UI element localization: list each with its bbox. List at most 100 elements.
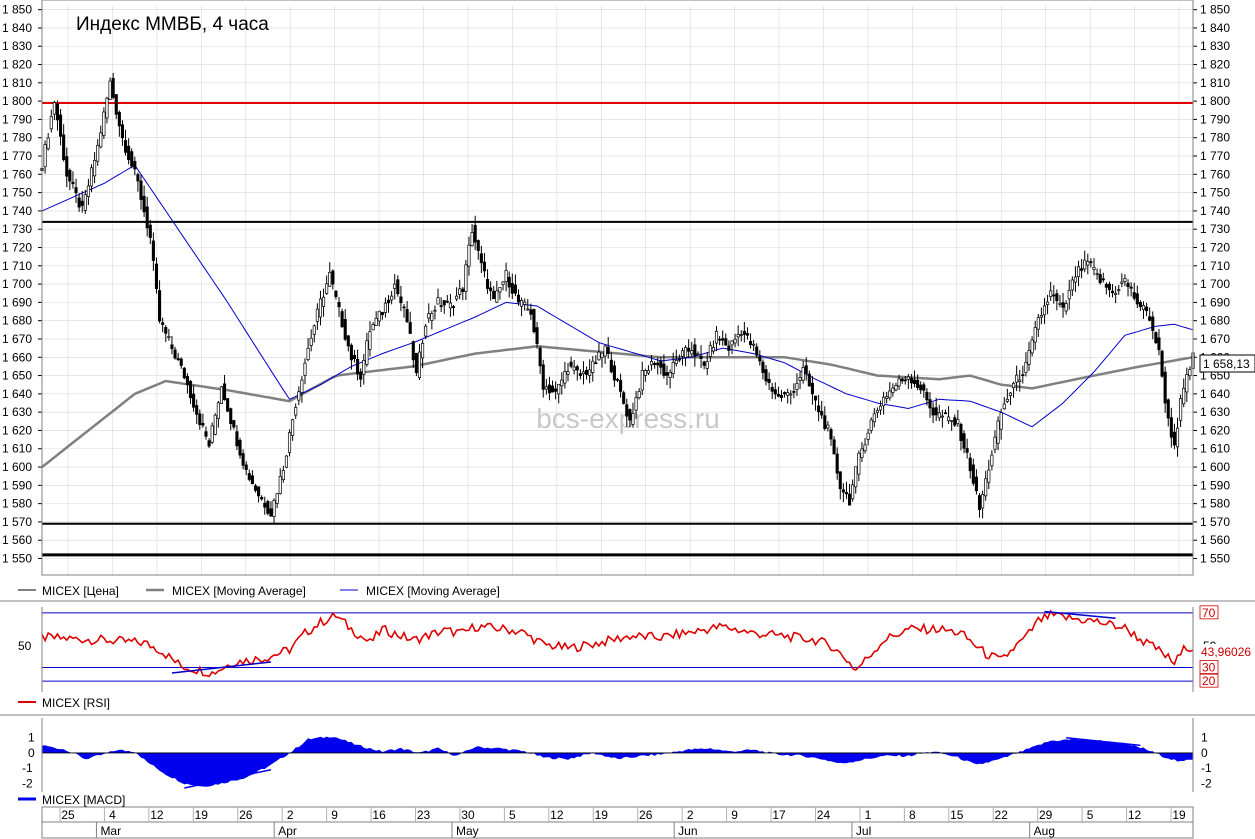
rsi-value-label: 43,96026	[1201, 645, 1251, 659]
candle-body	[93, 160, 97, 177]
x-day-label: 12	[1128, 808, 1142, 822]
rsi-level-label: 70	[1202, 606, 1216, 620]
candle-body	[739, 334, 743, 336]
candle-body	[1141, 305, 1146, 310]
candle-body	[798, 377, 802, 381]
candle-body	[89, 167, 94, 187]
x-day-label: 2	[287, 808, 294, 822]
candle-body	[303, 362, 307, 376]
candle-body	[315, 308, 319, 322]
candle-body	[393, 283, 397, 289]
price-tick-label-left: 1 770	[2, 149, 32, 163]
candle-body	[622, 392, 626, 404]
candle-body	[597, 351, 601, 361]
candle-body	[151, 240, 155, 261]
candle-body	[801, 367, 805, 381]
candle-body	[275, 493, 279, 504]
candle-body	[1135, 293, 1139, 305]
candle-body	[114, 94, 118, 115]
candle-body	[154, 263, 159, 289]
candle-body	[250, 475, 254, 485]
candle-body	[538, 347, 542, 367]
candle-body	[482, 261, 487, 272]
rsi-levels	[42, 612, 1193, 682]
candle-body	[108, 80, 112, 100]
candle-body	[55, 103, 60, 121]
candle-body	[247, 473, 251, 480]
candle-body	[133, 160, 137, 170]
price-tick-label-right: 1 790	[1200, 112, 1230, 126]
macd-divergence-line	[1066, 736, 1141, 747]
candle-body	[68, 170, 72, 182]
candle-body	[170, 344, 174, 349]
candle-body	[764, 369, 768, 382]
x-day-label: 15	[950, 808, 964, 822]
candle-body	[919, 384, 923, 391]
candle-body	[1018, 379, 1022, 382]
price-tick-label-right: 1 770	[1200, 149, 1230, 163]
candle-body	[1005, 398, 1009, 402]
candle-body	[198, 413, 202, 425]
candle-body	[854, 466, 858, 488]
candle-body	[158, 290, 162, 322]
candle-body	[591, 360, 595, 373]
candle-body	[470, 232, 474, 247]
candle-body	[823, 415, 827, 429]
candle-body	[1111, 290, 1115, 294]
candle-body	[748, 341, 753, 346]
x-day-label: 2	[687, 808, 694, 822]
candle-body	[550, 385, 555, 393]
candle-body	[745, 333, 750, 336]
price-tick-label-left: 1 850	[2, 3, 32, 17]
candle-body	[291, 419, 295, 436]
candle-body	[498, 287, 502, 293]
price-y-axis-right: 1 550 1 560 1 570 1 580 1 590 1 600 1 610 1 620…	[1193, 3, 1230, 566]
candle-body	[606, 346, 610, 355]
candle-body	[1175, 427, 1180, 448]
candle-body	[52, 102, 56, 115]
x-day-label: 16	[372, 808, 386, 822]
candle-body	[922, 384, 926, 391]
macd-tick-label-right: 1	[1201, 731, 1208, 745]
candle-body	[680, 350, 685, 357]
candle-body	[603, 345, 607, 357]
candle-body	[619, 380, 623, 392]
candle-body	[352, 354, 357, 359]
macd-tick-label-left: 1	[28, 731, 35, 745]
candle-body	[662, 363, 666, 376]
candle-body	[705, 361, 709, 369]
candle-body	[232, 420, 236, 428]
candle-body	[962, 433, 966, 449]
candle-body	[981, 494, 985, 509]
candle-body	[266, 501, 270, 514]
candle-body	[888, 390, 892, 399]
candle-body	[851, 484, 855, 500]
candle-body	[628, 409, 632, 421]
legend-rsi: MICEX [RSI]	[42, 696, 110, 710]
candle-body	[1089, 261, 1093, 264]
candle-body	[557, 383, 561, 395]
candle-body	[62, 134, 66, 161]
candle-body	[882, 396, 886, 407]
candle-body	[959, 423, 963, 441]
price-legend: MICEX [Цена] MICEX [Moving Average] MICE…	[18, 584, 500, 598]
candle-body	[238, 440, 242, 456]
candle-body	[297, 391, 301, 401]
candle-body	[325, 283, 329, 294]
candle-body	[371, 324, 375, 331]
legend-macd: MICEX [MACD]	[42, 793, 125, 807]
price-tick-label-right: 1 740	[1200, 204, 1230, 218]
candle-body	[1036, 317, 1040, 330]
candle-body	[829, 429, 833, 440]
candle-body	[566, 371, 570, 375]
candle-body	[83, 194, 87, 211]
price-tick-label-right: 1 800	[1200, 94, 1230, 108]
candle-body	[510, 282, 514, 294]
candle-body	[1024, 361, 1028, 373]
candle-body	[523, 301, 527, 305]
rsi-legend: MICEX [RSI]	[18, 696, 110, 710]
legend-ma2: MICEX [Moving Average]	[366, 584, 500, 598]
candle-body	[572, 366, 576, 371]
candle-body	[235, 431, 239, 447]
